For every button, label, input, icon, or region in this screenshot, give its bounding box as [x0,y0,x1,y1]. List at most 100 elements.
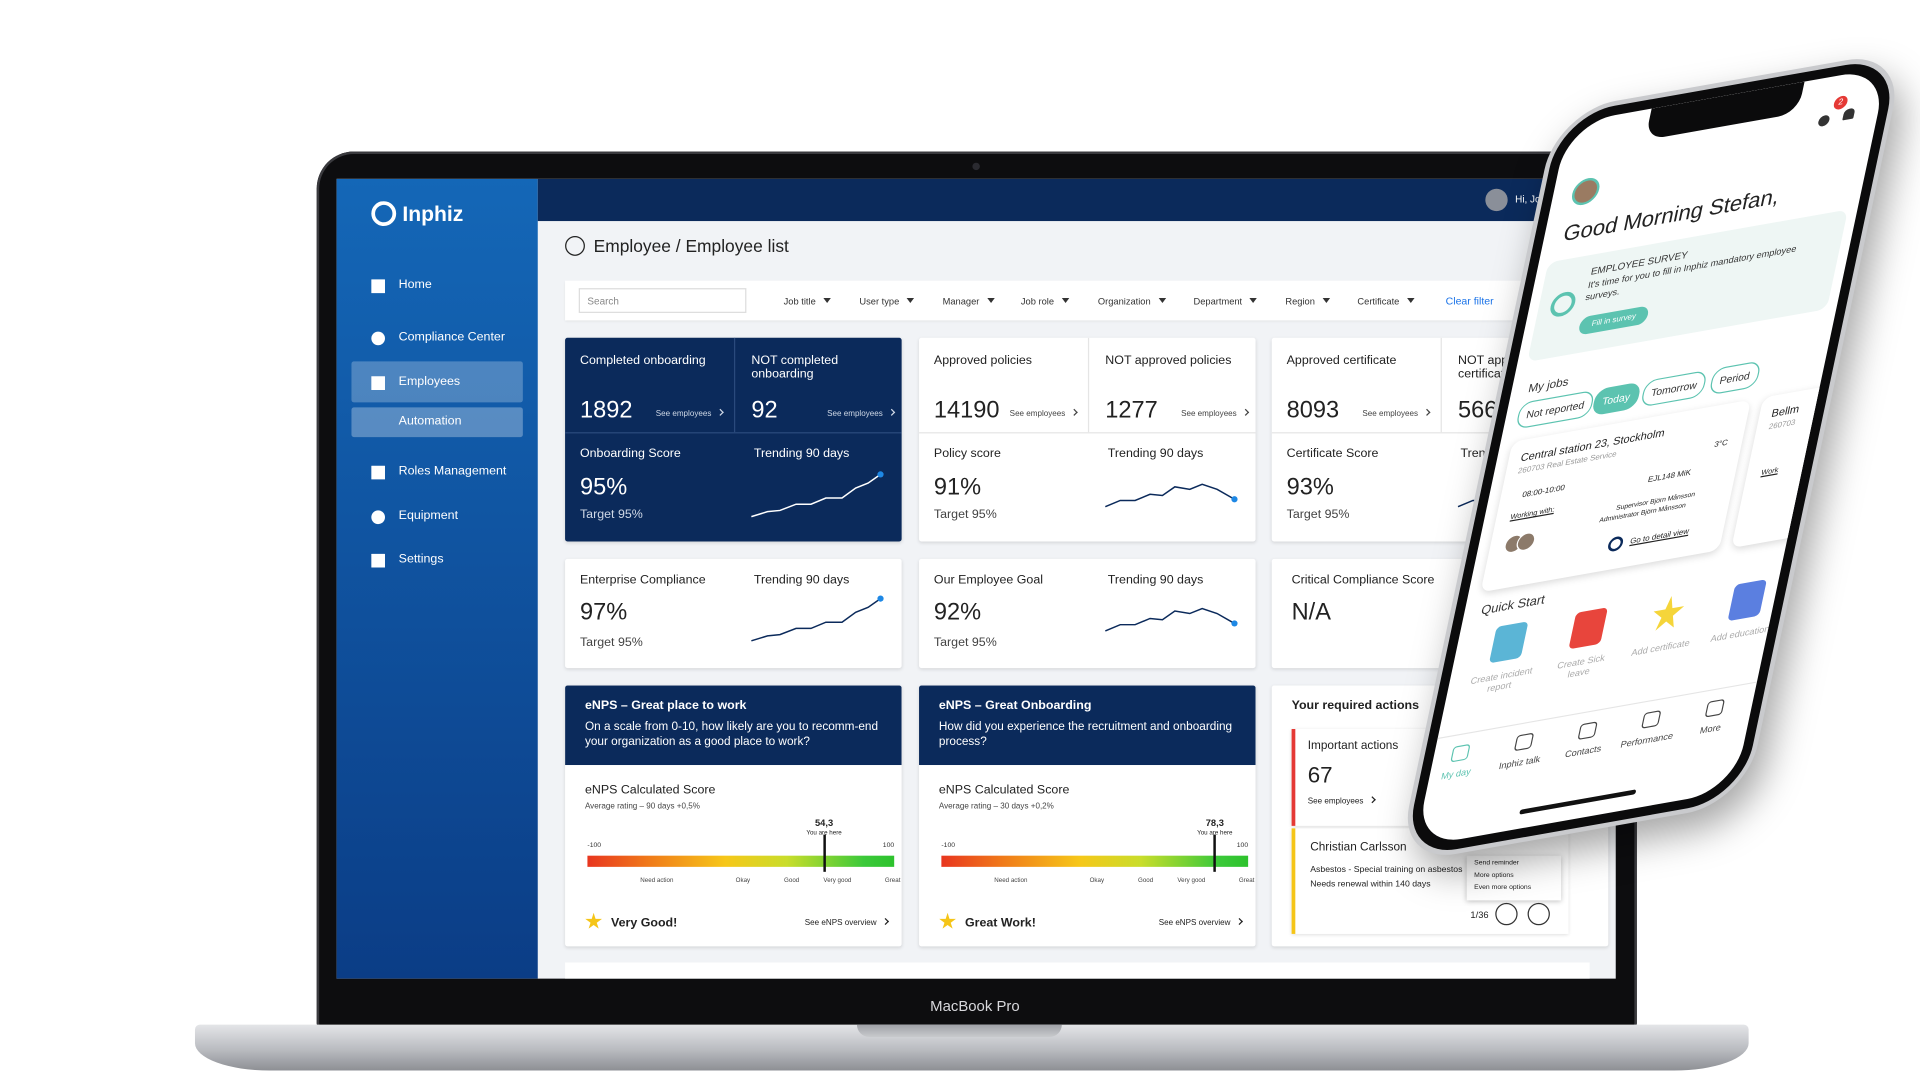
bell-icon[interactable] [1842,107,1856,121]
nav-item[interactable]: Compliance Center [398,330,505,345]
divider [919,432,1256,434]
trend-label: Trending 90 days [753,447,850,461]
target: Target 95% [933,635,997,650]
filter-dropdown[interactable]: Job title [784,296,831,307]
tab-label[interactable]: More [1698,721,1723,737]
see-link[interactable]: See employees [1308,797,1375,806]
see-link[interactable]: See employees [1362,410,1429,419]
star-icon [939,912,956,929]
nav-item[interactable]: Equipment [398,509,459,523]
tab-label[interactable]: My day [1440,765,1472,782]
nav-item[interactable]: Employees [398,375,461,389]
jobs-title: My jobs [1526,375,1570,396]
filter-dropdown[interactable]: Region [1285,296,1329,307]
enps-card: eNPS – Great place to work On a scale fro… [565,685,902,947]
filter-dropdown[interactable]: Department [1193,296,1257,307]
quick-label[interactable]: Add education [1709,622,1771,645]
menu-item[interactable]: Even more options [1474,884,1532,892]
tab-icon[interactable] [1513,732,1535,752]
tab-label[interactable]: Performance [1619,729,1675,751]
nav-item[interactable]: Settings [398,552,444,567]
job-tab[interactable]: Period [1708,360,1762,396]
enps-question: How did you experience the recruitment a… [938,720,1233,749]
nav-item[interactable]: Roles Management [398,464,507,479]
menu-item[interactable]: Send reminder [1474,859,1519,867]
clear-filter[interactable]: Clear filter [1445,294,1494,307]
stat-value: 92 [751,397,778,424]
nav-icon [371,331,385,346]
enps-link[interactable]: See eNPS overview [805,919,888,928]
logo-icon [371,201,397,227]
see-link[interactable]: See employees [656,410,723,419]
quick-label[interactable]: Create incident report [1469,664,1534,695]
quick-icon[interactable] [1727,579,1768,622]
enps-title: eNPS – Great Onboarding [938,699,1092,713]
nav-item[interactable]: Automation [398,414,462,429]
pager-button[interactable] [1527,902,1550,926]
quick-icon[interactable] [1648,593,1688,635]
chat-icon[interactable] [1817,114,1831,128]
filter-dropdown[interactable]: Job role [1021,296,1069,307]
tab-icon[interactable] [1577,721,1598,741]
pager-button[interactable] [1495,902,1518,926]
tab-icon[interactable] [1641,710,1662,729]
gauge-zone-label: Good [1137,876,1154,885]
stat-label: Approved policies [933,353,1032,368]
trend-label: Trending 90 days [1107,447,1204,461]
back-button[interactable] [565,235,585,256]
enps-link[interactable]: See eNPS overview [1159,919,1242,928]
detail-link[interactable]: Go to detail view [1629,527,1690,547]
tab-icon[interactable] [1704,698,1726,718]
filter-dropdown[interactable]: Organization [1098,296,1166,307]
nav-icon [371,553,385,568]
stat-label: Completed onboarding [579,353,706,368]
tab-label[interactable]: Inphiz talk [1497,753,1542,772]
job-temp: 3°C [1713,438,1729,450]
job-code: 260703 [1767,418,1797,432]
trend-label: Trending 90 days [1107,573,1204,588]
important-label: Important actions [1307,738,1399,753]
gauge-zone-label: Very good [1177,876,1206,885]
menu-item[interactable]: More options [1474,871,1514,880]
survey-button[interactable]: Fill in survey [1577,305,1651,336]
enps-average: Average rating – 30 days +0,2% [938,802,1054,811]
score-value: 97% [579,599,628,626]
search-input[interactable]: Search [578,288,747,313]
quick-label[interactable]: Add certificate [1630,637,1691,659]
quick-icon[interactable] [1488,621,1529,664]
filter-dropdown[interactable]: Certificate [1357,296,1414,307]
see-link[interactable]: See employees [1010,410,1077,419]
nav-icon [371,376,385,390]
divider [1087,337,1090,433]
divider [1271,432,1609,434]
quick-icon[interactable] [1568,607,1608,650]
stat-card: Completed onboarding 1892 See employees NOT… [565,337,902,542]
enps-header: eNPS – Great place to work On a scale fro… [565,685,902,766]
score-value: 91% [933,474,982,501]
tab-icon[interactable] [1450,743,1471,763]
job-tab[interactable]: Tomorrow [1639,369,1709,408]
person-name: Christian Carlsson [1310,840,1407,855]
job-card: Bellm 260703 Work [1731,371,1888,549]
tab-label[interactable]: Contacts [1563,742,1603,760]
bottom-panel [565,962,1590,979]
job-with: Work [1760,467,1779,478]
filter-dropdown[interactable]: Manager [943,296,995,307]
gauge-zone-label: Good [784,876,800,885]
gauge-zone-label: Very good [823,876,852,885]
score-label: Onboarding Score [579,447,681,461]
renewal-note: Needs renewal within 140 days [1310,880,1431,890]
score-label: Policy score [933,447,1001,461]
gauge-marker-label: You are here [806,829,842,838]
see-link[interactable]: See employees [1181,410,1248,419]
quick-label[interactable]: Create Sick leave [1556,652,1606,681]
divider [733,337,736,433]
star-icon [585,912,602,929]
filter-dropdown[interactable]: User type [859,296,914,307]
stat-value: 1277 [1105,397,1158,424]
see-link[interactable]: See employees [827,410,894,419]
job-tab[interactable]: Today [1590,381,1642,417]
nav-item[interactable]: Home [398,278,432,292]
